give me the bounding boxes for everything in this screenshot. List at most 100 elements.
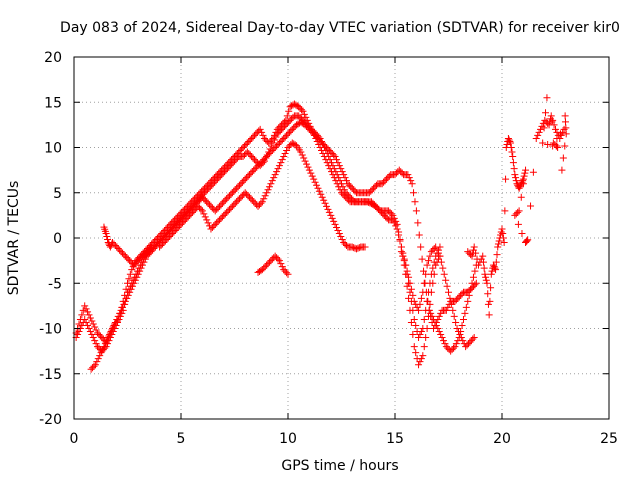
data-point-marker xyxy=(372,202,380,210)
data-point-marker xyxy=(398,169,406,177)
data-point-marker xyxy=(282,116,290,124)
data-point-marker xyxy=(186,211,194,219)
data-point-marker xyxy=(553,134,561,142)
data-point-marker xyxy=(385,207,393,215)
data-point-marker xyxy=(264,186,272,194)
data-point-marker xyxy=(524,236,532,244)
data-point-marker xyxy=(284,144,292,151)
data-point-marker xyxy=(335,162,343,170)
data-point-marker xyxy=(334,226,342,234)
data-point-marker xyxy=(157,242,165,250)
data-point-marker xyxy=(127,285,135,293)
data-point-marker xyxy=(428,312,436,320)
data-point-marker xyxy=(305,166,313,174)
data-point-marker xyxy=(389,211,397,219)
data-point-marker xyxy=(260,195,268,203)
data-point-marker xyxy=(149,239,157,247)
data-point-marker xyxy=(437,309,445,317)
data-point-marker xyxy=(155,232,163,240)
data-point-marker xyxy=(522,238,530,246)
data-point-marker xyxy=(241,175,249,183)
data-point-marker xyxy=(345,196,353,204)
data-point-marker xyxy=(110,240,118,248)
data-point-marker xyxy=(459,315,467,323)
data-point-marker xyxy=(188,198,196,206)
data-point-marker xyxy=(467,337,475,345)
data-point-marker xyxy=(534,131,542,139)
data-point-marker xyxy=(263,153,271,161)
data-point-marker xyxy=(97,349,105,357)
data-point-marker xyxy=(111,242,119,250)
data-point-marker xyxy=(314,184,322,192)
data-point-marker xyxy=(517,181,525,189)
data-point-marker xyxy=(116,246,124,254)
data-point-marker xyxy=(255,267,263,275)
data-point-marker xyxy=(352,245,360,253)
data-point-marker xyxy=(173,213,181,221)
data-point-marker xyxy=(498,225,506,233)
data-point-marker xyxy=(124,291,132,299)
data-point-marker xyxy=(561,142,569,150)
data-point-marker xyxy=(338,236,346,244)
data-point-marker xyxy=(202,183,210,191)
data-point-marker xyxy=(106,243,114,251)
x-tick-label: 25 xyxy=(600,431,618,447)
data-point-marker xyxy=(239,153,247,161)
data-point-marker xyxy=(173,225,181,233)
data-point-marker xyxy=(244,172,252,180)
data-point-marker xyxy=(268,177,276,185)
data-point-marker xyxy=(311,178,319,186)
data-point-marker xyxy=(328,168,336,176)
data-point-marker xyxy=(125,275,133,283)
data-point-marker xyxy=(215,169,223,177)
data-point-marker xyxy=(193,192,201,200)
data-point-marker xyxy=(321,199,329,207)
data-point-marker xyxy=(407,285,415,293)
data-point-marker xyxy=(321,142,329,150)
data-point-marker xyxy=(261,192,269,200)
data-point-marker xyxy=(558,166,566,174)
data-point-marker xyxy=(260,156,268,164)
data-point-marker xyxy=(257,159,265,167)
data-point-marker xyxy=(237,193,245,201)
data-point-marker xyxy=(481,270,489,278)
data-point-marker xyxy=(442,343,450,351)
data-point-marker xyxy=(85,325,93,332)
data-point-marker xyxy=(298,119,306,127)
data-point-marker xyxy=(183,202,191,210)
data-point-marker xyxy=(245,171,253,179)
data-point-marker xyxy=(448,346,456,354)
data-point-marker xyxy=(392,217,400,225)
data-point-marker xyxy=(264,151,272,159)
data-point-marker xyxy=(318,193,326,201)
data-point-marker xyxy=(395,166,403,174)
data-point-marker xyxy=(237,180,245,188)
data-point-marker xyxy=(499,229,507,237)
data-point-marker xyxy=(553,142,561,150)
data-point-marker xyxy=(456,331,464,339)
series-track-9 xyxy=(464,94,570,319)
data-point-marker xyxy=(123,294,131,302)
data-point-marker xyxy=(209,175,217,183)
data-point-marker xyxy=(335,229,343,237)
data-point-marker xyxy=(320,153,328,161)
chart-title: Day 083 of 2024, Sidereal Day-to-day VTE… xyxy=(60,20,620,36)
x-tick-label: 20 xyxy=(493,431,511,447)
data-point-marker xyxy=(138,252,146,260)
data-point-marker xyxy=(126,288,134,296)
data-point-marker xyxy=(301,157,309,165)
data-point-marker xyxy=(463,341,471,349)
data-point-marker xyxy=(367,187,375,195)
data-point-marker xyxy=(243,148,251,156)
data-point-marker xyxy=(196,204,204,212)
data-point-marker xyxy=(340,192,348,200)
data-point-marker xyxy=(331,153,339,161)
data-point-marker xyxy=(399,252,407,260)
data-point-marker xyxy=(303,160,311,168)
data-point-marker xyxy=(544,140,552,148)
data-point-marker xyxy=(404,171,412,179)
data-point-marker xyxy=(331,220,339,228)
data-point-marker xyxy=(130,261,138,269)
data-point-marker xyxy=(503,140,511,148)
y-tick-label: 0 xyxy=(53,231,62,247)
